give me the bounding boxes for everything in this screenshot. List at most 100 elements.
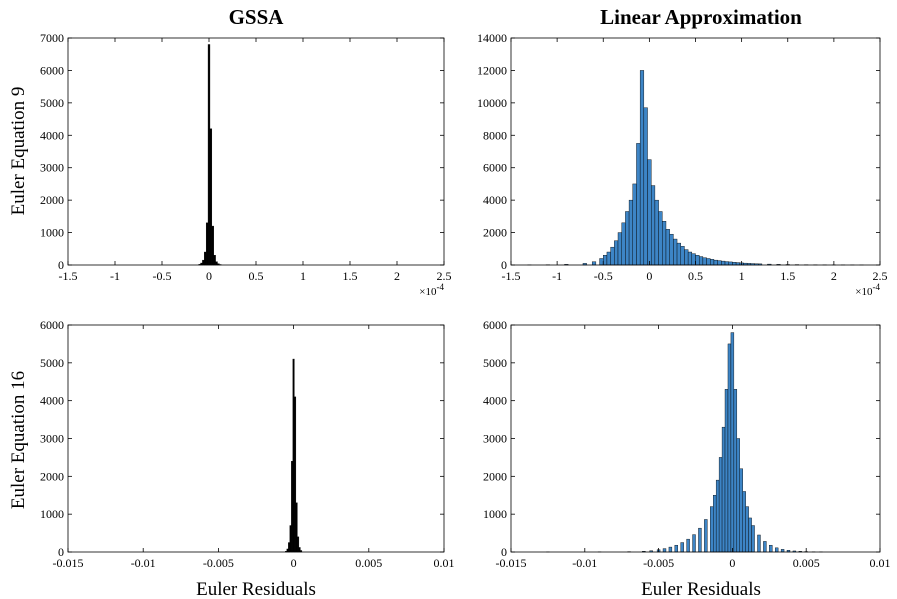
y-tick-label: 0: [58, 258, 64, 272]
histogram-bar: [691, 253, 696, 266]
histogram-bar: [717, 260, 722, 266]
histogram-bar: [687, 251, 693, 266]
y-tick-label: 0: [501, 545, 507, 559]
x-tick-label: 0: [646, 269, 652, 283]
x-tick-label: 1.5: [780, 269, 795, 283]
histogram-bar: [662, 221, 667, 266]
y-tick-label: 4000: [40, 128, 64, 142]
x-tick-label: -1.5: [59, 269, 78, 283]
histogram-bar: [647, 159, 652, 266]
histogram-bar: [704, 519, 708, 553]
histogram-bars: [527, 70, 864, 266]
x-tick-label: -0.01: [131, 556, 156, 570]
histogram-bar: [706, 258, 711, 266]
histogram-bar: [713, 495, 717, 553]
histogram-bar: [205, 222, 209, 266]
histogram-bar: [745, 506, 749, 553]
histogram-bar: [739, 468, 743, 553]
x-tick-label: 0.005: [355, 556, 382, 570]
histogram-bar: [286, 548, 289, 553]
y-tick-label: 5000: [483, 356, 507, 370]
histogram-bar: [733, 389, 738, 553]
x-tick-label: 0.005: [793, 556, 820, 570]
histogram-bar: [702, 257, 707, 266]
histogram-bar: [591, 261, 597, 266]
y-tick-label: 1000: [40, 226, 64, 240]
histogram-bar: [713, 259, 718, 266]
subplot-top-left: -1.5 -1 -0.5 0 0.5 1 1.5 2 2.5 0 1000 2000 3000 4000 5…: [40, 31, 452, 298]
x-tick-label: -0.015: [496, 556, 527, 570]
x-tick-label: 2.5: [437, 269, 452, 283]
histogram-bar: [297, 536, 300, 553]
histogram-bar: [614, 240, 619, 266]
histogram-bar: [732, 262, 737, 266]
histogram-bar: [686, 538, 690, 553]
histogram-bar: [662, 548, 667, 553]
histogram-bar: [676, 242, 681, 266]
y-tick-label: 3000: [483, 432, 507, 446]
histogram-bar: [632, 183, 637, 266]
y-tick-label: 6000: [483, 318, 507, 332]
y-tick-label: 3000: [40, 161, 64, 175]
histogram-bar: [680, 246, 685, 266]
histogram-bar: [289, 525, 292, 553]
histogram-bar: [751, 525, 755, 553]
histogram-bar: [684, 249, 689, 266]
histogram-bar: [721, 426, 726, 553]
x-tick-label: -1: [110, 269, 120, 283]
histogram-bar: [204, 251, 207, 266]
x-tick-label: 0.5: [688, 269, 703, 283]
histogram-bar: [695, 255, 700, 266]
x-tick-label: -0.015: [53, 556, 84, 570]
histogram-bar: [603, 255, 608, 266]
x-tick-label: 1: [300, 269, 306, 283]
x-tick-label: 0.01: [434, 556, 455, 570]
histogram-bar: [775, 547, 779, 553]
histogram-bar: [710, 259, 715, 266]
y-tick-label: 2000: [483, 469, 507, 483]
x-tick-label: -0.005: [203, 556, 234, 570]
subplot-top-right: -1.5 -1 -0.5 0 0.5 1 1.5 2 2.5 0 2000 4000 6000 8000 1…: [477, 31, 888, 298]
x-tick-label: -1.5: [502, 269, 521, 283]
histogram-bars: [546, 332, 823, 553]
histogram-bar: [673, 238, 678, 266]
histogram-bar: [202, 259, 205, 266]
histogram-bar: [727, 343, 732, 553]
x-tick-label: 2.5: [873, 269, 888, 283]
histogram-bar: [698, 527, 702, 553]
histogram-bar: [628, 199, 633, 266]
histogram-bar: [680, 542, 684, 553]
histogram-bar: [295, 502, 298, 553]
x-tick-label: -0.5: [153, 269, 172, 283]
histogram-bar: [710, 506, 714, 553]
x-tick-label: -0.5: [594, 269, 613, 283]
subplot-panels: -1.5 -1 -0.5 0 0.5 1 1.5 2 2.5 0 1000 2000 3000 4000 5…: [40, 31, 891, 570]
y-tick-label: 7000: [40, 31, 64, 45]
histogram-bar: [213, 255, 216, 266]
histogram-bar: [617, 232, 622, 266]
y-tick-label: 2000: [40, 469, 64, 483]
row-label-euler-equation-16: Euler Equation 16: [8, 371, 29, 509]
column-title-linear-approximation: Linear Approximation: [600, 5, 802, 29]
axes-box: [67, 37, 445, 266]
histogram-bar: [769, 544, 773, 553]
x-axis-label-left: Euler Residuals: [196, 579, 316, 599]
histogram-bar: [639, 70, 645, 266]
histogram-bar: [692, 534, 696, 553]
x-tick-label: 2: [831, 269, 837, 283]
x-tick-label: -0.005: [643, 556, 674, 570]
subplot-bottom-right: -0.015 -0.01 -0.005 0 0.005 0.01 0 1000 2000 3000…: [483, 318, 891, 570]
histogram-bar: [621, 222, 626, 266]
y-tick-label: 5000: [40, 356, 64, 370]
histogram-bar: [718, 457, 723, 553]
histogram-bar: [654, 199, 659, 266]
histogram-bar: [209, 128, 213, 266]
y-tick-label: 6000: [40, 318, 64, 332]
histogram-bar: [698, 256, 704, 266]
x-tick-label: 0.01: [870, 556, 891, 570]
x-tick-label: 0: [206, 269, 212, 283]
histogram-bar: [625, 211, 630, 266]
histogram-bar: [668, 546, 673, 553]
histogram-bar: [658, 211, 663, 266]
